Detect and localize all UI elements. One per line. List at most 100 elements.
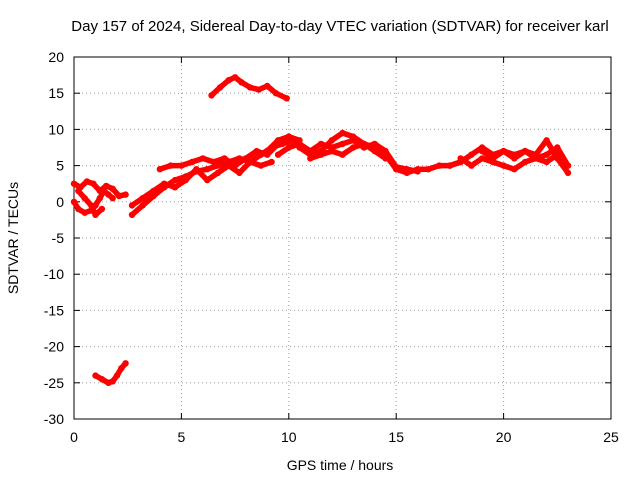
data-point: [204, 176, 211, 184]
data-point: [182, 176, 189, 184]
data-point: [214, 162, 222, 169]
data-point: [478, 147, 486, 155]
data-point: [500, 147, 507, 155]
x-tick-label: 25: [603, 429, 619, 445]
data-point: [272, 90, 280, 97]
data-point: [204, 166, 211, 173]
data-point: [75, 205, 82, 213]
data-point: [307, 155, 314, 162]
data-point: [257, 162, 265, 169]
data-point: [253, 147, 260, 155]
data-point: [128, 202, 136, 209]
data-point: [339, 151, 346, 158]
data-point: [307, 147, 314, 155]
y-tick-label: -20: [44, 339, 64, 355]
data-point: [109, 195, 116, 202]
data-point: [92, 372, 99, 379]
y-tick-label: 20: [48, 49, 64, 65]
data-point: [382, 147, 389, 155]
data-point: [446, 162, 454, 169]
data-point: [371, 140, 378, 148]
data-point: [83, 178, 91, 185]
y-tick-label: -10: [44, 266, 64, 282]
data-point: [564, 169, 572, 176]
data-point: [339, 140, 346, 148]
data-point: [255, 86, 262, 93]
y-tick-label: 15: [48, 85, 64, 101]
data-point: [350, 137, 357, 144]
data-point: [92, 211, 99, 218]
data-point: [274, 151, 282, 158]
data-series: [70, 74, 572, 386]
data-point: [231, 162, 239, 169]
data-point: [150, 187, 157, 195]
data-point: [193, 166, 200, 173]
data-point: [238, 79, 245, 86]
data-point: [171, 176, 179, 184]
data-point: [371, 147, 378, 155]
x-axis-label: GPS time / hours: [287, 457, 394, 473]
y-tick-label: 5: [56, 158, 64, 174]
data-point: [414, 168, 421, 175]
x-tick-label: 0: [70, 429, 78, 445]
data-point: [221, 155, 228, 162]
data-point: [500, 162, 507, 169]
data-point: [109, 185, 116, 192]
data-point: [122, 360, 129, 367]
data-point: [285, 133, 292, 140]
data-point: [296, 140, 303, 148]
data-point: [214, 169, 222, 176]
data-point: [98, 205, 106, 213]
data-point: [274, 137, 282, 144]
data-point: [543, 137, 550, 144]
data-point: [264, 82, 271, 90]
data-point: [122, 191, 129, 198]
y-tick-label: 0: [56, 194, 64, 210]
data-point: [171, 184, 179, 191]
series-arc-high: [208, 74, 290, 102]
data-point: [489, 155, 497, 162]
data-point: [521, 147, 529, 155]
data-point: [208, 92, 215, 99]
data-point: [478, 155, 486, 162]
data-point: [382, 155, 389, 162]
data-point: [81, 209, 88, 216]
data-point: [521, 158, 529, 166]
axis-ticks: 0 5 10 15 20 25 -30 -25 -20 -15 -10 -5 0 5 10 15 20: [44, 49, 619, 445]
data-point: [139, 202, 146, 209]
data-point: [246, 158, 254, 166]
data-point: [246, 84, 254, 91]
x-tick-label: 5: [178, 429, 186, 445]
data-point: [103, 182, 110, 190]
data-point: [468, 151, 475, 158]
data-point: [139, 195, 146, 202]
data-point: [118, 365, 125, 372]
data-point: [339, 129, 346, 137]
data-point: [70, 198, 78, 205]
data-point: [210, 158, 217, 166]
data-point: [317, 140, 325, 148]
data-point: [242, 155, 249, 162]
y-tick-label: -5: [52, 230, 65, 246]
data-point: [199, 155, 207, 162]
y-tick-label: -15: [44, 302, 64, 318]
data-point: [167, 162, 174, 169]
data-point: [532, 155, 539, 162]
y-tick-label: -25: [44, 375, 64, 391]
data-point: [457, 155, 464, 162]
data-point: [70, 180, 78, 187]
data-point: [283, 95, 290, 102]
data-point: [285, 144, 292, 151]
data-point: [88, 202, 95, 209]
data-point: [236, 169, 243, 176]
data-point: [360, 140, 368, 148]
data-point: [188, 158, 196, 166]
data-point: [264, 147, 271, 155]
data-point: [113, 372, 121, 379]
data-point: [511, 166, 518, 173]
x-tick-label: 20: [496, 429, 512, 445]
x-tick-label: 15: [388, 429, 404, 445]
data-point: [98, 376, 106, 383]
data-point: [96, 195, 104, 202]
y-tick-label: 10: [48, 121, 64, 137]
